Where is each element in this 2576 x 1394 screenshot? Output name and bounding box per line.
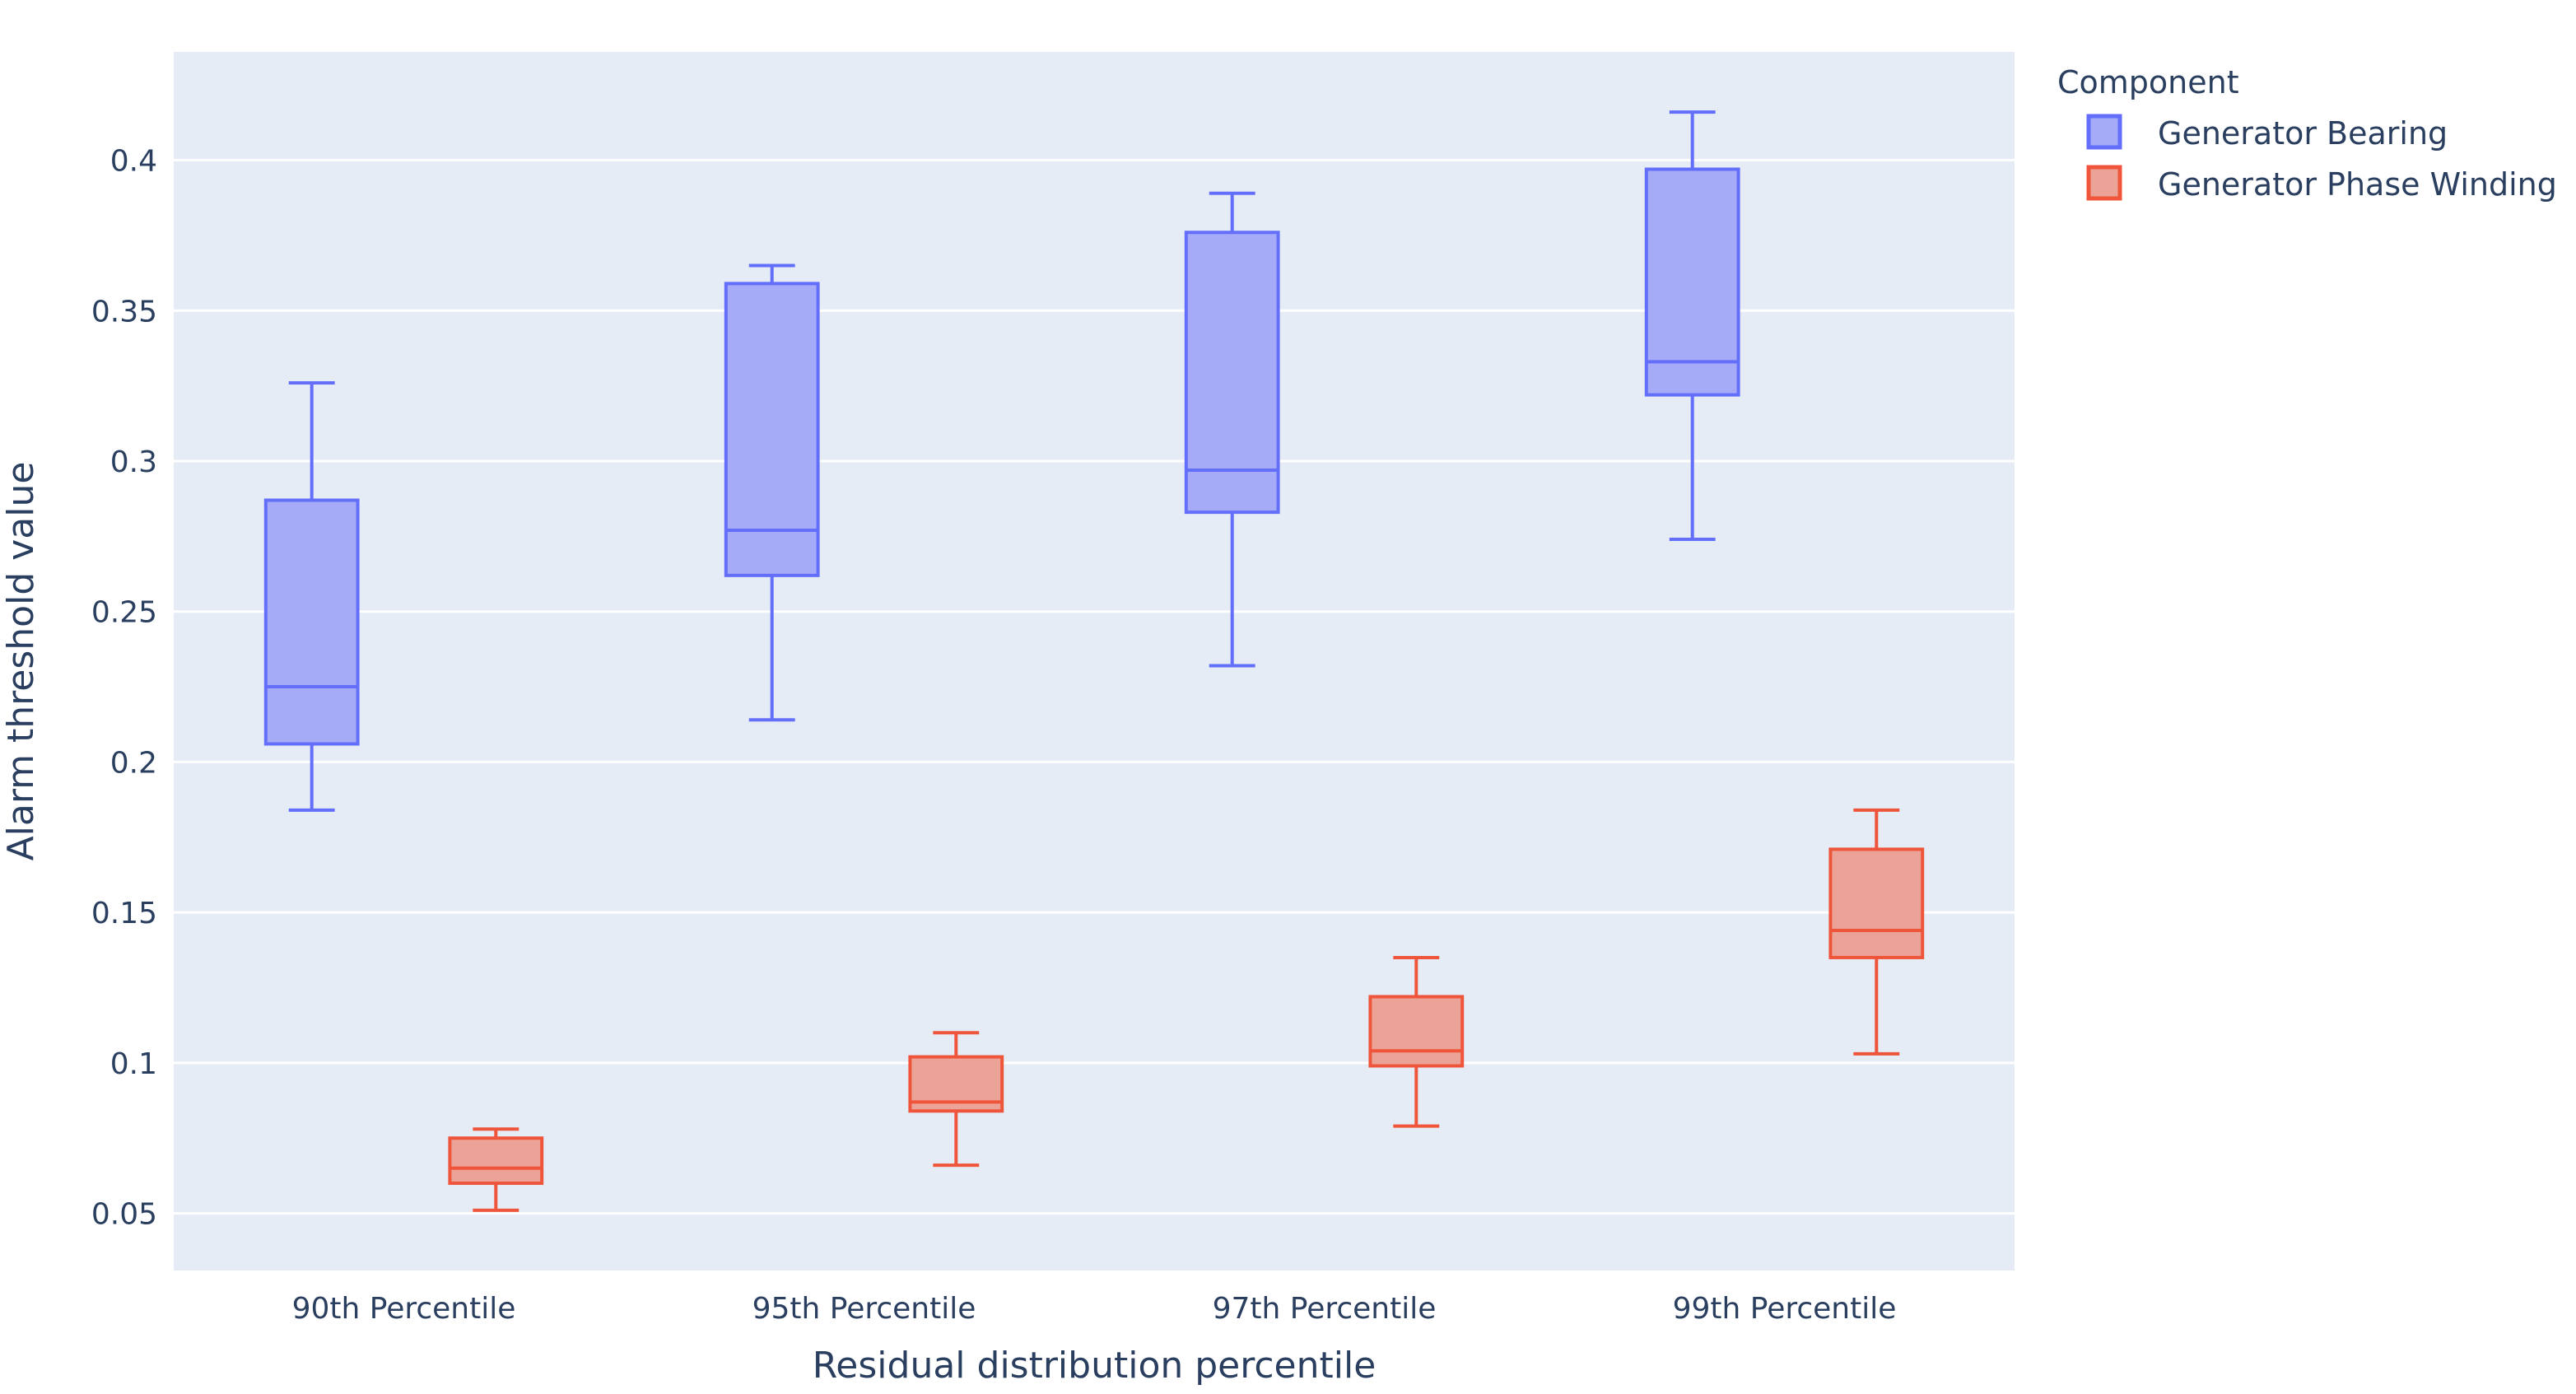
y-tick-label: 0.4 — [110, 145, 157, 179]
legend-swatch — [2086, 165, 2122, 201]
box-traces — [263, 110, 1925, 1212]
y-tick-label: 0.1 — [110, 1047, 157, 1081]
y-axis-tick-labels: 0.05 0.1 0.15 0.2 0.25 0.3 0.35 0.4 — [91, 145, 157, 1232]
x-axis-tick-labels: 90th Percentile 95th Percentile 97th Perce… — [292, 1292, 1897, 1326]
y-tick-label: 0.05 — [91, 1198, 157, 1232]
legend-label: Generator Bearing — [2158, 115, 2448, 152]
y-tick-label: 0.35 — [91, 295, 157, 329]
iqr-box — [263, 498, 360, 746]
x-tick-label: 97th Percentile — [1213, 1292, 1437, 1326]
y-axis-title: Alarm threshold value — [0, 462, 42, 861]
iqr-box — [448, 1136, 544, 1186]
legend-title: Component — [2057, 64, 2239, 100]
iqr-box — [1644, 167, 1740, 397]
iqr-box — [1368, 995, 1465, 1068]
legend-items: Generator Bearing Generator Phase Winding — [2086, 114, 2557, 203]
iqr-box — [724, 282, 820, 577]
iqr-box — [1184, 231, 1280, 515]
iqr-box — [1828, 847, 1925, 959]
legend: Component Generator Bearing Generator Pha… — [2057, 64, 2557, 203]
y-tick-label: 0.15 — [91, 897, 157, 930]
legend-swatch — [2086, 114, 2122, 150]
y-tick-label: 0.3 — [110, 445, 157, 479]
legend-item[interactable]: Generator Bearing — [2086, 114, 2448, 152]
x-tick-label: 95th Percentile — [752, 1292, 976, 1326]
y-tick-label: 0.25 — [91, 596, 157, 630]
legend-item[interactable]: Generator Phase Winding — [2086, 165, 2557, 203]
x-axis-title: Residual distribution percentile — [813, 1345, 1377, 1387]
x-tick-label: 99th Percentile — [1673, 1292, 1897, 1326]
y-tick-label: 0.2 — [110, 746, 157, 780]
box-generator-phase-winding — [1828, 808, 1925, 1056]
box-generator-bearing — [263, 380, 360, 812]
box-generator-bearing — [1184, 191, 1280, 668]
box-generator-bearing — [724, 263, 820, 722]
box-generator-phase-winding — [1368, 955, 1465, 1128]
box-generator-phase-winding — [908, 1031, 1004, 1168]
box-generator-phase-winding — [448, 1127, 544, 1212]
x-tick-label: 90th Percentile — [292, 1292, 516, 1326]
box-generator-bearing — [1644, 110, 1740, 541]
legend-label: Generator Phase Winding — [2158, 166, 2557, 203]
